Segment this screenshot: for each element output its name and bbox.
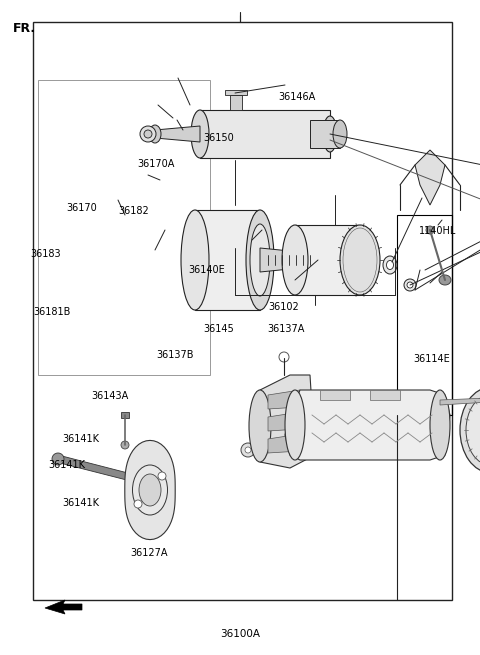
Text: 36181B: 36181B (33, 307, 71, 318)
Text: 36127A: 36127A (130, 548, 168, 559)
Ellipse shape (460, 388, 480, 472)
Circle shape (407, 282, 413, 288)
Ellipse shape (191, 110, 209, 158)
Polygon shape (58, 455, 158, 488)
Bar (397, 215, 452, 415)
Polygon shape (295, 225, 360, 295)
Text: 36141K: 36141K (62, 434, 99, 444)
Circle shape (144, 130, 152, 138)
Bar (225, 90, 247, 95)
Bar (33, 22, 452, 600)
Circle shape (134, 500, 142, 508)
Polygon shape (155, 126, 200, 142)
Ellipse shape (386, 261, 394, 269)
Circle shape (404, 279, 416, 291)
Polygon shape (260, 248, 320, 272)
Ellipse shape (249, 390, 271, 462)
Ellipse shape (323, 116, 337, 152)
Circle shape (52, 453, 64, 465)
Text: 36141K: 36141K (62, 498, 99, 508)
Ellipse shape (426, 226, 434, 234)
Text: 36170A: 36170A (137, 159, 175, 169)
Bar (38, 80, 210, 375)
Polygon shape (268, 434, 300, 453)
Ellipse shape (439, 275, 451, 285)
Polygon shape (320, 390, 350, 400)
Polygon shape (125, 440, 175, 540)
Polygon shape (440, 398, 480, 405)
Ellipse shape (139, 474, 161, 506)
Ellipse shape (132, 465, 168, 515)
Text: 36137A: 36137A (267, 324, 304, 335)
Text: 36146A: 36146A (278, 92, 315, 102)
Ellipse shape (314, 250, 326, 270)
Polygon shape (260, 375, 315, 468)
Text: 36140E: 36140E (188, 265, 225, 275)
Ellipse shape (285, 390, 305, 460)
Text: 36170: 36170 (66, 202, 97, 213)
Text: 36143A: 36143A (92, 391, 129, 402)
Text: 36145: 36145 (204, 324, 234, 335)
Circle shape (121, 441, 129, 449)
Bar (121, 412, 129, 418)
Text: 36102: 36102 (268, 301, 299, 312)
Text: 1140HL: 1140HL (419, 225, 456, 236)
Text: 36100A: 36100A (220, 629, 260, 639)
Polygon shape (415, 150, 445, 205)
Text: 36150: 36150 (203, 132, 234, 143)
Text: 36114E: 36114E (414, 354, 450, 364)
Circle shape (158, 472, 166, 480)
Bar (230, 95, 242, 110)
Ellipse shape (181, 210, 209, 310)
Text: 36141K: 36141K (48, 460, 86, 470)
Polygon shape (268, 412, 300, 431)
Text: 36182: 36182 (118, 206, 149, 216)
Polygon shape (310, 120, 340, 148)
Ellipse shape (246, 210, 274, 310)
Text: 36183: 36183 (30, 249, 61, 259)
Ellipse shape (383, 256, 397, 274)
Text: 36137B: 36137B (156, 350, 194, 360)
Polygon shape (268, 390, 300, 409)
Circle shape (140, 126, 156, 142)
Circle shape (241, 443, 255, 457)
Ellipse shape (282, 225, 308, 295)
Ellipse shape (250, 224, 270, 296)
Polygon shape (200, 110, 330, 158)
Polygon shape (370, 390, 400, 400)
Ellipse shape (430, 390, 450, 460)
Ellipse shape (333, 120, 347, 148)
Ellipse shape (149, 125, 161, 143)
Ellipse shape (340, 225, 380, 295)
Polygon shape (45, 600, 82, 614)
Polygon shape (285, 390, 450, 460)
Circle shape (245, 447, 251, 453)
Polygon shape (195, 210, 260, 310)
Ellipse shape (466, 395, 480, 465)
Text: FR.: FR. (12, 22, 36, 35)
